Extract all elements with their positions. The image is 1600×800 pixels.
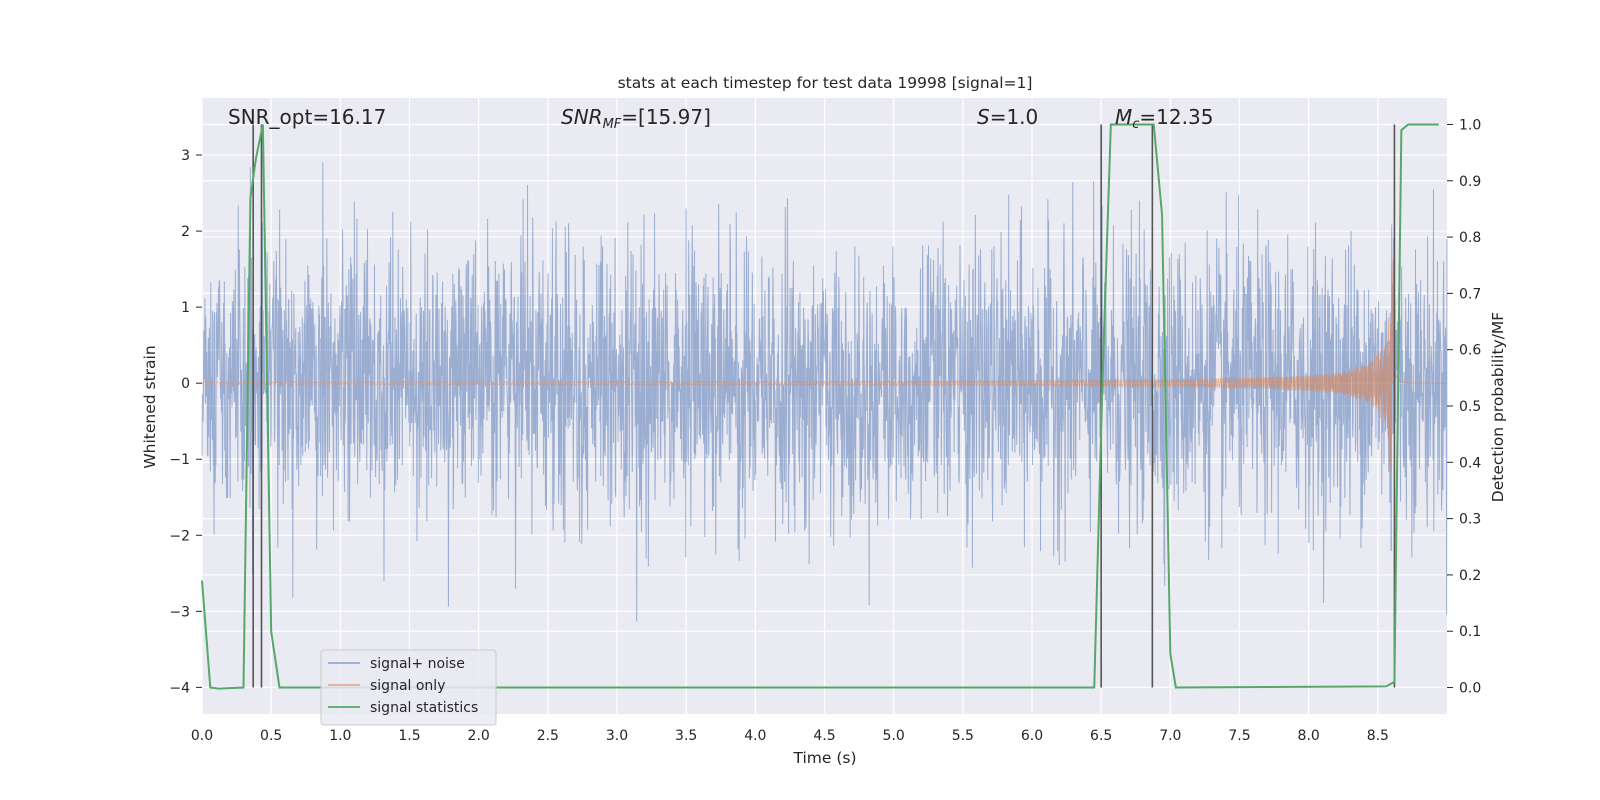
y2-tick-label: 0.2 xyxy=(1459,568,1481,584)
annotation-snr-mf-sub: MF xyxy=(603,117,622,132)
legend: signal+ noise signal only signal statist… xyxy=(320,649,497,726)
x-tick-label: 5.0 xyxy=(883,728,905,744)
legend-label-signal-noise: signal+ noise xyxy=(370,656,465,672)
x-tick-label: 8.0 xyxy=(1298,728,1320,744)
x-tick-label: 4.5 xyxy=(813,728,835,744)
series-signal-statistics-line xyxy=(201,123,1439,690)
x-tick-label: 0.5 xyxy=(260,728,282,744)
y-tick-label: 0 xyxy=(181,376,190,392)
annotation-mc-main: M xyxy=(1115,105,1132,129)
y-tick-label: 1 xyxy=(181,300,190,316)
annotation-s: S=1.0 xyxy=(977,105,1038,129)
legend-label-signal-statistics: signal statistics xyxy=(370,700,478,716)
y2-axis-ticks: 1.0 0.9 0.8 0.7 0.6 0.5 0.4 0.3 0.2 0.1 0.0 xyxy=(1447,117,1481,697)
x-axis-label: Time (s) xyxy=(792,749,856,767)
x-tick-label: 7.0 xyxy=(1159,728,1181,744)
y-axis-ticks: 3 2 1 0 −1 −2 −3 −4 xyxy=(169,148,202,696)
y2-axis-label: Detection probability/MF xyxy=(1489,312,1507,503)
annotation-snr-opt: SNR_opt=16.17 xyxy=(228,105,386,129)
x-axis-ticks: 0.0 0.5 1.0 1.5 2.0 2.5 3.0 3.5 4.0 4.5 5.0 5.5 6.0 6… xyxy=(191,728,1389,744)
y2-tick-label: 0.8 xyxy=(1459,230,1481,246)
annotation-mc-sub: c xyxy=(1132,117,1139,132)
x-tick-label: 7.5 xyxy=(1228,728,1250,744)
annotation-snr-mf: SNRMF=[15.97] xyxy=(561,105,711,132)
y2-tick-label: 0.3 xyxy=(1459,512,1481,528)
x-tick-label: 6.0 xyxy=(1021,728,1043,744)
x-tick-label: 0.0 xyxy=(191,728,213,744)
x-tick-label: 3.0 xyxy=(606,728,628,744)
x-tick-label: 2.5 xyxy=(537,728,559,744)
annotation-mc: Mc=12.35 xyxy=(1115,105,1213,132)
annotation-s-value: =1.0 xyxy=(990,105,1039,129)
chart-title: stats at each timestep for test data 199… xyxy=(618,74,1033,92)
y-axis-label: Whitened strain xyxy=(141,345,159,468)
y2-tick-label: 0.4 xyxy=(1459,455,1481,471)
y-tick-label: −4 xyxy=(169,680,190,696)
x-tick-label: 1.5 xyxy=(398,728,420,744)
annotation-s-main: S xyxy=(977,105,990,129)
x-tick-label: 6.5 xyxy=(1090,728,1112,744)
y-tick-label: 3 xyxy=(181,148,190,164)
x-tick-label: 1.0 xyxy=(329,728,351,744)
y2-tick-label: 0.7 xyxy=(1459,286,1481,302)
x-tick-label: 3.5 xyxy=(675,728,697,744)
y2-tick-label: 0.1 xyxy=(1459,624,1481,640)
legend-label-signal-only: signal only xyxy=(370,678,445,694)
y-tick-label: −2 xyxy=(169,528,190,544)
series-signal-noise-line xyxy=(201,162,1448,622)
y2-tick-label: 0.5 xyxy=(1459,399,1481,415)
x-tick-label: 5.5 xyxy=(952,728,974,744)
x-tick-label: 8.5 xyxy=(1367,728,1389,744)
y-tick-label: −3 xyxy=(169,604,190,620)
x-tick-label: 2.0 xyxy=(468,728,490,744)
y-tick-label: −1 xyxy=(169,452,190,468)
y2-tick-label: 0.6 xyxy=(1459,343,1481,359)
y2-tick-label: 1.0 xyxy=(1459,117,1481,133)
y-tick-label: 2 xyxy=(181,224,190,240)
y2-tick-label: 0.0 xyxy=(1459,681,1481,697)
annotation-snr-mf-value: =[15.97] xyxy=(621,105,711,129)
legend-box xyxy=(320,649,497,726)
annotation-snr-mf-main: SNR xyxy=(561,105,603,129)
annotation-mc-value: =12.35 xyxy=(1139,105,1213,129)
y2-tick-label: 0.9 xyxy=(1459,174,1481,190)
series-signal-only-line xyxy=(201,232,1447,473)
x-tick-label: 4.0 xyxy=(744,728,766,744)
